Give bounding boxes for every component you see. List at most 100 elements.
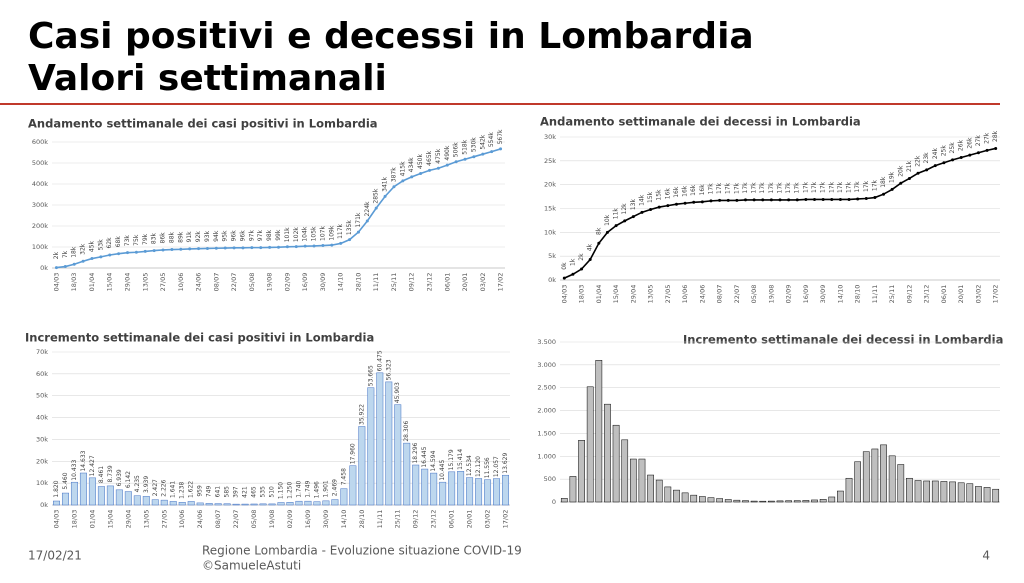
x-tick-label: 06/01: [448, 510, 456, 529]
bar: [349, 465, 357, 506]
value-label: 18k: [880, 176, 887, 188]
x-tick-label: 22/07: [733, 285, 741, 304]
value-label: 12.120: [475, 456, 482, 477]
bar: [250, 503, 258, 506]
value-label: 16k: [682, 185, 689, 197]
point: [847, 197, 851, 201]
point: [959, 155, 963, 159]
value-label: 415k: [399, 161, 406, 176]
x-tick-label: 06/01: [443, 273, 451, 292]
bar: [178, 502, 186, 506]
bar: [655, 479, 663, 503]
bar: [983, 487, 991, 503]
value-label: 16k: [664, 188, 671, 200]
value-label: 11.556: [484, 457, 491, 478]
point: [374, 206, 378, 210]
x-tick-label: 04/03: [52, 510, 60, 529]
value-label: 5.460: [62, 472, 69, 489]
value-label: 88k: [168, 231, 175, 243]
bar: [802, 500, 810, 503]
value-label: 4.235: [134, 475, 141, 492]
value-label: 17k: [716, 182, 723, 194]
value-label: 26k: [958, 139, 965, 151]
bar: [430, 472, 438, 506]
bar: [612, 424, 620, 503]
bar: [923, 480, 931, 503]
point: [81, 259, 85, 263]
bar: [940, 481, 948, 503]
value-label: 506k: [453, 142, 460, 157]
point: [976, 151, 980, 155]
footer-date: 17/02/21: [28, 549, 82, 563]
point: [623, 219, 627, 223]
point: [401, 179, 405, 183]
value-label: 17k: [811, 181, 818, 193]
value-label: 7.458: [340, 468, 347, 485]
x-tick-label: 01/04: [88, 510, 96, 529]
x-tick-label: 11/11: [376, 510, 384, 529]
point: [90, 257, 94, 261]
bar: [358, 426, 366, 506]
bar: [707, 497, 715, 503]
chart-title: Andamento settimanale dei decessi in Lom…: [540, 115, 861, 129]
value-label: 26k: [966, 137, 973, 149]
bar: [845, 477, 853, 503]
point: [250, 246, 254, 250]
point: [778, 198, 782, 202]
bar: [854, 461, 862, 503]
x-tick-label: 01/04: [595, 285, 603, 304]
point: [63, 265, 67, 269]
value-label: 21k: [906, 160, 913, 172]
page-number: 4: [982, 549, 990, 563]
footer-source: Regione Lombardia - Evoluzione situazion…: [202, 544, 522, 558]
value-label: 17k: [871, 179, 878, 191]
point: [294, 245, 298, 249]
value-label: 7k: [62, 250, 69, 258]
x-tick-label: 15/04: [106, 510, 114, 529]
value-label: 490k: [444, 145, 451, 160]
y-tick-label: 0: [552, 498, 556, 506]
value-label: 14.594: [430, 450, 437, 471]
bar: [367, 387, 375, 506]
value-label: 224k: [364, 201, 371, 216]
value-label: 60.475: [376, 350, 383, 371]
point: [232, 246, 236, 250]
value-label: 93k: [204, 230, 211, 242]
x-tick-label: 18/03: [578, 285, 586, 304]
value-label: 17k: [802, 181, 809, 193]
bar: [931, 480, 939, 503]
bar: [949, 481, 956, 503]
value-label: 15.179: [448, 449, 455, 470]
y-tick-label: 10k: [36, 479, 48, 487]
point: [864, 196, 868, 200]
value-label: 1.740: [295, 480, 302, 497]
point: [666, 204, 670, 208]
x-tick-label: 02/09: [785, 285, 793, 304]
bar: [578, 440, 585, 503]
x-tick-label: 08/07: [214, 510, 222, 529]
x-tick-label: 24/06: [195, 273, 203, 292]
value-label: 101k: [284, 227, 291, 242]
bar: [169, 501, 177, 506]
x-tick-label: 29/04: [124, 273, 132, 292]
point: [330, 243, 334, 247]
x-tick-label: 25/11: [394, 510, 402, 529]
x-tick-label: 27/05: [160, 510, 168, 529]
point: [365, 219, 369, 223]
bar: [828, 496, 836, 503]
point: [436, 166, 440, 170]
bar: [106, 485, 114, 506]
point: [726, 198, 730, 202]
point: [769, 198, 773, 202]
value-label: 17k: [794, 182, 801, 194]
bar: [638, 458, 646, 503]
value-label: 45.903: [394, 382, 401, 403]
x-tick-label: 08/07: [716, 285, 724, 304]
value-label: 959: [197, 485, 204, 497]
x-tick-label: 23/12: [426, 273, 434, 292]
point: [830, 197, 834, 201]
value-label: 17k: [863, 180, 870, 192]
bar: [819, 499, 827, 503]
y-tick-label: 500: [544, 475, 556, 483]
point: [179, 247, 183, 251]
